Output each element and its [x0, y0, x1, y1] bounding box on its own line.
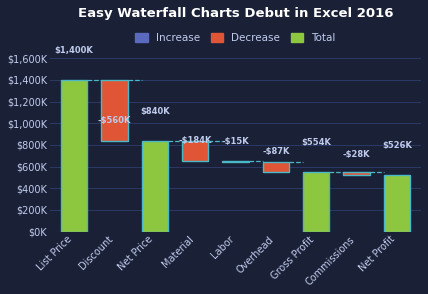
- Bar: [384, 175, 410, 231]
- Bar: [263, 162, 289, 171]
- Text: $554K: $554K: [301, 138, 331, 146]
- Text: -$87K: -$87K: [262, 146, 289, 156]
- Bar: [343, 171, 370, 175]
- Text: $840K: $840K: [140, 107, 169, 116]
- Title: Easy Waterfall Charts Debut in Excel 2016: Easy Waterfall Charts Debut in Excel 201…: [78, 7, 393, 20]
- Bar: [101, 80, 128, 141]
- Bar: [223, 161, 249, 162]
- Bar: [303, 171, 329, 231]
- Bar: [142, 141, 168, 231]
- Text: $1,400K: $1,400K: [55, 46, 94, 55]
- Bar: [182, 141, 208, 161]
- Text: -$28K: -$28K: [343, 150, 370, 158]
- Text: -$184K: -$184K: [178, 136, 212, 145]
- Bar: [61, 80, 87, 231]
- Text: -$15K: -$15K: [222, 137, 250, 146]
- Text: $526K: $526K: [382, 141, 412, 150]
- Legend: Increase, Decrease, Total: Increase, Decrease, Total: [131, 29, 340, 47]
- Text: -$560K: -$560K: [98, 116, 131, 125]
